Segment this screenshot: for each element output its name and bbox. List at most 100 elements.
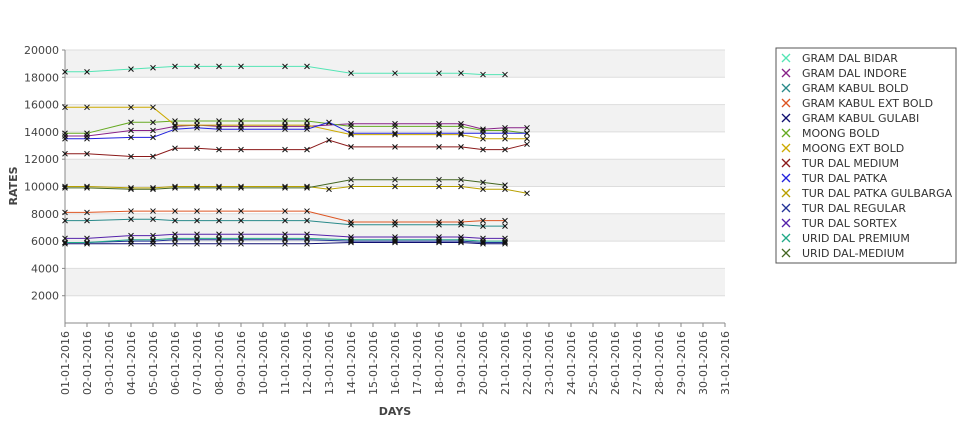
data-point-marker xyxy=(62,239,68,246)
data-point-marker xyxy=(480,223,486,229)
data-point-marker xyxy=(480,146,486,153)
data-point-marker xyxy=(348,236,354,243)
grid-band xyxy=(65,104,725,132)
data-point-marker xyxy=(282,126,288,133)
data-point-marker xyxy=(194,231,200,238)
series-line xyxy=(65,218,505,227)
data-point-marker xyxy=(128,232,134,239)
data-point-marker xyxy=(84,130,90,137)
legend-label: TUR DAL MEDIUM xyxy=(801,157,899,170)
x-tick-label: 16-01-2016 xyxy=(389,331,402,395)
data-point-marker xyxy=(348,131,354,138)
y-tick-label: 10000 xyxy=(24,181,59,194)
data-point-marker xyxy=(216,122,222,128)
legend-label: MOONG EXT BOLD xyxy=(802,142,904,155)
x-tick-label: 15-01-2016 xyxy=(367,331,380,395)
data-point-marker xyxy=(502,186,508,193)
legend-item: TUR DAL REGULAR xyxy=(781,202,906,215)
data-point-marker xyxy=(62,68,68,75)
legend-marker xyxy=(781,143,791,153)
data-point-marker xyxy=(392,183,398,190)
y-tick-label: 4000 xyxy=(31,262,59,275)
data-point-marker xyxy=(326,119,332,126)
data-point-marker xyxy=(436,123,442,130)
data-point-marker xyxy=(304,235,310,242)
data-point-marker xyxy=(150,104,156,111)
legend-item: TUR DAL MEDIUM xyxy=(781,157,899,170)
data-point-marker xyxy=(502,71,508,78)
y-axis-title: RATES xyxy=(7,166,20,205)
y-tick-label: 18000 xyxy=(24,71,59,84)
data-point-marker xyxy=(502,217,508,224)
data-point-marker xyxy=(128,127,134,134)
data-point-marker xyxy=(238,126,244,133)
legend-marker xyxy=(781,53,791,63)
data-point-marker xyxy=(238,118,244,124)
data-point-marker xyxy=(62,209,68,216)
data-point-marker xyxy=(128,104,134,111)
data-point-marker xyxy=(282,185,288,191)
data-point-marker xyxy=(84,240,90,247)
x-tick-label: 29-01-2016 xyxy=(675,331,688,395)
x-tick-labels: 01-01-2016 02-01-2016 03-01-2016 04-01-2016… xyxy=(59,323,732,395)
data-point-marker xyxy=(348,238,354,244)
data-point-marker xyxy=(348,130,354,137)
data-point-marker xyxy=(216,118,222,124)
legend-marker xyxy=(781,98,791,108)
data-point-marker xyxy=(458,130,464,137)
data-point-marker xyxy=(348,176,354,183)
data-point-marker xyxy=(282,217,288,224)
data-point-marker xyxy=(150,208,156,214)
data-point-marker xyxy=(480,179,486,186)
data-point-marker xyxy=(392,70,398,77)
data-point-marker xyxy=(128,134,134,141)
x-tick-label: 07-01-2016 xyxy=(191,331,204,395)
legend-label: GRAM KABUL BOLD xyxy=(802,82,909,95)
data-point-marker xyxy=(62,217,68,224)
data-point-marker xyxy=(348,183,354,190)
data-point-marker xyxy=(194,118,200,124)
data-point-marker xyxy=(238,236,244,243)
x-tick-label: 13-01-2016 xyxy=(323,331,336,395)
x-tick-label: 17-01-2016 xyxy=(411,331,424,395)
x-tick-label: 11-01-2016 xyxy=(279,331,292,395)
legend-marker xyxy=(781,218,791,228)
data-point-marker xyxy=(502,182,508,188)
legend-label: URID DAL-MEDIUM xyxy=(802,247,904,260)
legend-marker xyxy=(781,188,791,198)
data-point-marker xyxy=(150,134,156,141)
data-point-marker xyxy=(84,104,90,111)
series-line xyxy=(65,139,528,157)
data-point-marker xyxy=(392,144,398,150)
data-point-marker xyxy=(194,236,200,243)
data-point-marker xyxy=(216,208,222,214)
data-point-marker xyxy=(172,236,178,243)
data-point-marker xyxy=(172,126,178,133)
data-point-marker xyxy=(480,217,486,224)
data-point-marker xyxy=(348,144,354,150)
data-point-marker xyxy=(348,123,354,130)
legend-label: GRAM DAL BIDAR xyxy=(802,52,898,65)
data-point-marker xyxy=(172,217,178,224)
data-point-marker xyxy=(282,118,288,124)
data-point-marker xyxy=(458,219,464,225)
data-point-marker xyxy=(172,122,178,128)
grid-band xyxy=(65,159,725,187)
legend-item: TUR DAL PATKA xyxy=(781,172,888,185)
data-point-marker xyxy=(216,217,222,224)
x-tick-label: 09-01-2016 xyxy=(235,331,248,395)
data-point-marker xyxy=(150,232,156,239)
data-point-marker xyxy=(282,122,288,128)
data-point-marker xyxy=(304,122,310,128)
series-markers xyxy=(62,63,530,247)
data-point-marker xyxy=(458,183,464,190)
data-point-marker xyxy=(502,239,508,246)
data-point-marker xyxy=(304,126,310,133)
data-point-marker xyxy=(502,238,508,244)
legend: GRAM DAL BIDAR GRAM DAL INDORE GRAM KABUL … xyxy=(775,47,957,264)
data-point-marker xyxy=(84,217,90,224)
data-point-marker xyxy=(436,183,442,190)
data-point-marker xyxy=(172,183,178,190)
data-point-marker xyxy=(436,130,442,137)
legend-marker xyxy=(781,113,791,123)
